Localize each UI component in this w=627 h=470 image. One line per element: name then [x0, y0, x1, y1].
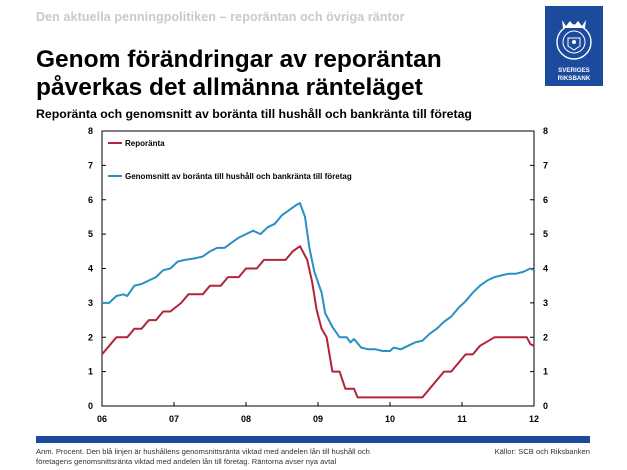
y-tick-label-right: 3 [543, 298, 548, 308]
y-tick-label-right: 4 [543, 264, 548, 274]
slide-title: Genom förändringar av reporäntan påverka… [36, 46, 442, 102]
series-line-genomsnitt [102, 202, 535, 352]
x-tick-label: 10 [385, 414, 395, 424]
note-line-1: Anm. Procent. Den blå linjen är hushålle… [36, 447, 370, 456]
y-tick-label-left: 7 [88, 160, 93, 170]
chart-subtitle: Reporänta och genomsnitt av boränta till… [36, 107, 472, 121]
chart-source: Källor: SCB och Riksbanken [494, 447, 590, 456]
y-tick-label-right: 0 [543, 401, 548, 411]
y-tick-label-left: 0 [88, 401, 93, 411]
y-tick-label-left: 4 [88, 264, 93, 274]
y-tick-label-right: 5 [543, 229, 548, 239]
y-tick-label-right: 2 [543, 332, 548, 342]
x-tick-label: 11 [457, 414, 467, 424]
y-tick-label-left: 6 [88, 195, 93, 205]
footer-bar [36, 436, 590, 443]
title-line-2: påverkas det allmänna ränteläget [36, 74, 423, 101]
y-tick-label-right: 7 [543, 160, 548, 170]
legend-label: Genomsnitt av boränta till hushåll och b… [125, 172, 352, 181]
series-line-reporanta [101, 245, 535, 399]
riksbank-logo: SVERIGES RIKSBANK [545, 6, 603, 86]
x-tick-label: 06 [97, 414, 107, 424]
legend-label: Reporänta [125, 139, 165, 148]
y-tick-label-left: 2 [88, 332, 93, 342]
x-tick-label: 07 [169, 414, 179, 424]
crown-emblem-icon [556, 20, 592, 60]
y-tick-label-left: 3 [88, 298, 93, 308]
note-line-2: företagens genomsnittsränta viktad med a… [36, 457, 337, 466]
x-tick-label: 12 [529, 414, 539, 424]
chart-note: Anm. Procent. Den blå linjen är hushålle… [36, 447, 456, 467]
y-tick-label-left: 8 [88, 126, 93, 136]
section-header: Den aktuella penningpolitiken – reporänt… [36, 10, 405, 24]
y-tick-label-left: 1 [88, 367, 93, 377]
logo-text: SVERIGES RIKSBANK [557, 67, 591, 82]
y-tick-label-right: 6 [543, 195, 548, 205]
y-tick-label-right: 8 [543, 126, 548, 136]
y-tick-label-left: 5 [88, 229, 93, 239]
title-line-1: Genom förändringar av reporäntan [36, 46, 442, 73]
y-tick-label-right: 1 [543, 367, 548, 377]
x-tick-label: 09 [313, 414, 323, 424]
x-tick-label: 08 [241, 414, 251, 424]
